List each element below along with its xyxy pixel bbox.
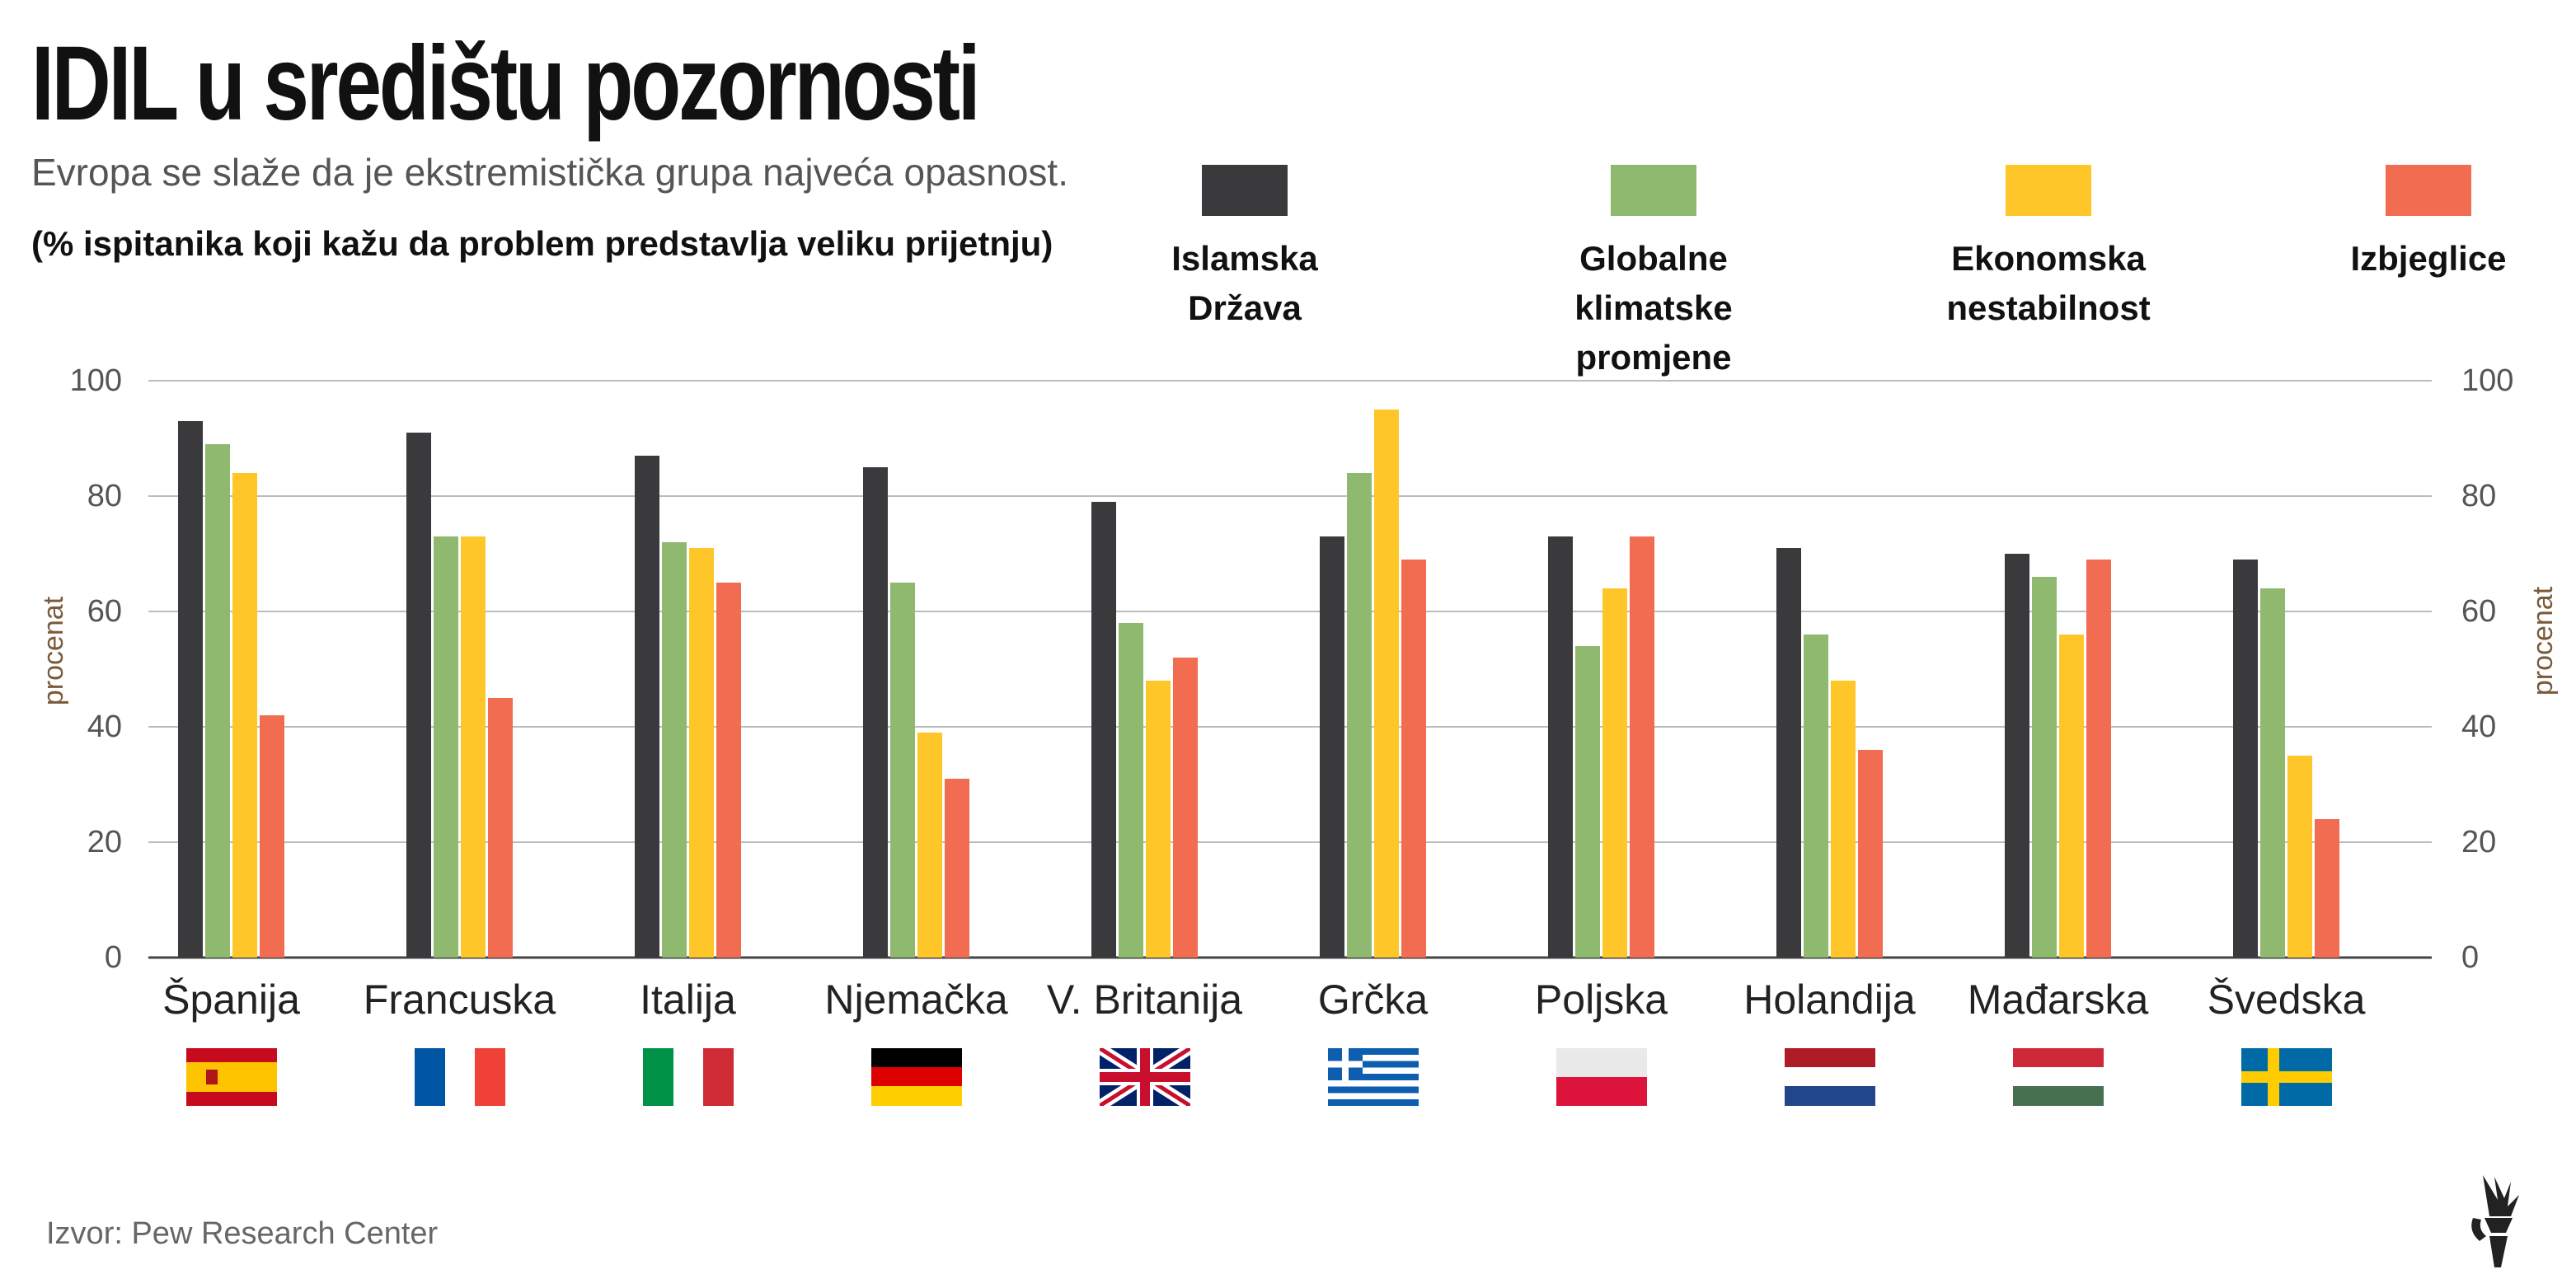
y-tick-label-left: 100 (70, 363, 122, 398)
bar-2-6 (1347, 473, 1372, 958)
x-tick-label: Mađarska (1968, 977, 2149, 1023)
bar-2-1 (205, 444, 230, 958)
bar-4-2 (488, 698, 513, 958)
flag-netherlands-icon (1784, 1048, 1875, 1106)
bar-4-4 (945, 779, 969, 958)
x-tick-label: Poljska (1535, 977, 1668, 1023)
legend-swatch-islamska-drzava (1202, 165, 1288, 216)
bar-2-7 (1575, 646, 1600, 958)
bar-3-9 (2059, 635, 2084, 958)
bar-3-2 (461, 536, 486, 958)
chart-title: IDIL u središtu pozornosti (31, 25, 981, 143)
legend-label: Globalne klimatske promjene (1574, 239, 1733, 377)
y-tick-label-right: 100 (2461, 363, 2513, 398)
bar-2-10 (2260, 588, 2285, 958)
y-tick-label-left: 0 (105, 940, 122, 975)
flag-spain-icon (185, 1048, 277, 1106)
bar-1-8 (1776, 548, 1801, 958)
x-tick-label: Švedska (2208, 977, 2366, 1023)
legend-label: Ekonomska nestabilnost (1946, 239, 2151, 327)
y-tick-label-right: 40 (2461, 710, 2496, 744)
bar-4-7 (1630, 536, 1654, 958)
bar-1-2 (406, 433, 431, 958)
bar-3-5 (1146, 681, 1171, 958)
y-tick-label-right: 0 (2461, 940, 2479, 975)
bar-4-9 (2086, 560, 2111, 958)
bar-4-10 (2315, 819, 2339, 958)
flag-greece-icon (1327, 1048, 1419, 1106)
flag-sweden-icon (2241, 1048, 2332, 1106)
bar-3-10 (2287, 756, 2312, 958)
chart-note: (% ispitanika koji kažu da problem preds… (31, 224, 1053, 263)
y-tick-label-left: 60 (87, 594, 122, 629)
legend-label: Islamska Država (1171, 239, 1318, 327)
chart-subtitle: Evropa se slaže da je ekstremistička gru… (31, 151, 1068, 194)
flag-germany-icon (870, 1048, 962, 1106)
legend-label: Izbjeglice (2350, 239, 2507, 278)
bar-3-6 (1374, 410, 1399, 958)
bar-1-7 (1548, 536, 1573, 958)
bar-2-3 (662, 542, 687, 958)
torch-hand-icon (2465, 1170, 2531, 1273)
x-tick-label: Holandija (1743, 977, 1916, 1023)
bar-4-1 (260, 715, 284, 958)
legend-item-klimatske-promjene: Globalne klimatske promjene (1489, 165, 1818, 382)
y-tick-label-left: 40 (87, 710, 122, 744)
bar-3-7 (1602, 588, 1627, 958)
bar-1-10 (2233, 560, 2258, 958)
bar-2-8 (1804, 635, 1828, 958)
bar-4-5 (1173, 658, 1198, 958)
bar-1-5 (1091, 502, 1116, 958)
y-tick-label-right: 60 (2461, 594, 2496, 629)
x-tick-label: V. Britanija (1047, 977, 1242, 1023)
bar-3-1 (232, 473, 257, 958)
x-tick-label: Francuska (364, 977, 556, 1023)
x-tick-label: Italija (640, 977, 736, 1023)
flag-hungary-icon (2012, 1048, 2104, 1106)
bar-4-8 (1858, 750, 1883, 958)
bar-3-3 (689, 548, 714, 958)
source-note: Izvor: Pew Research Center (46, 1216, 439, 1251)
bar-2-4 (890, 583, 915, 958)
bar-1-6 (1320, 536, 1344, 958)
bar-2-9 (2032, 577, 2057, 958)
x-tick-label: Grčka (1318, 977, 1429, 1023)
legend-swatch-izbjeglice (2386, 165, 2471, 216)
y-tick-label-left: 80 (87, 479, 122, 513)
flag-france-icon (414, 1048, 505, 1106)
legend-swatch-klimatske-promjene (1611, 165, 1696, 216)
flag-italy-icon (642, 1048, 734, 1106)
legend-swatch-ekonomska-nestabilnost (2006, 165, 2091, 216)
y-axis-label-right: procenat (2527, 586, 2559, 696)
y-tick-label-right: 20 (2461, 825, 2496, 859)
bar-1-3 (635, 456, 659, 958)
bar-2-5 (1119, 623, 1143, 958)
x-tick-label: Španija (162, 977, 300, 1023)
flag-poland-icon (1555, 1048, 1647, 1106)
bar-4-6 (1401, 560, 1426, 958)
bar-1-9 (2005, 554, 2029, 958)
bar-3-8 (1831, 681, 1856, 958)
y-tick-label-right: 80 (2461, 479, 2496, 513)
bar-3-4 (917, 733, 942, 958)
bar-2-2 (434, 536, 458, 958)
legend-item-ekonomska-nestabilnost: Ekonomska nestabilnost (1929, 165, 2168, 333)
x-tick-label: Njemačka (824, 977, 1007, 1023)
legend-item-izbjeglice: Izbjeglice (2346, 165, 2511, 283)
legend-item-islamska-drzava: Islamska Država (1113, 165, 1377, 333)
bar-4-3 (716, 583, 741, 958)
y-tick-label-left: 20 (87, 825, 122, 859)
y-axis-label-left: procenat (38, 596, 69, 705)
bar-1-4 (863, 467, 888, 958)
flag-uk-icon (1096, 1043, 1194, 1111)
bar-1-1 (178, 421, 203, 958)
